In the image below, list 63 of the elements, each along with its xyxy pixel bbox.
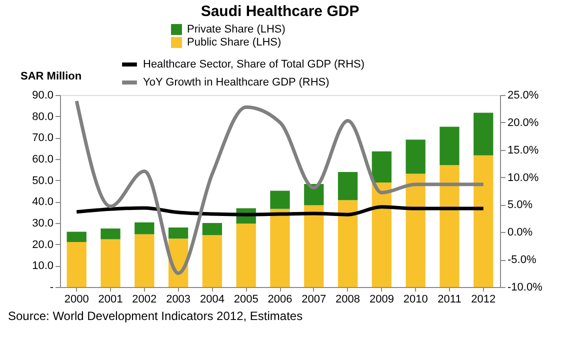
legend-label: Healthcare Sector, Share of Total GDP (RHS)	[143, 58, 365, 70]
line-series	[74, 99, 486, 276]
legend-label: Public Share (LHS)	[187, 36, 282, 48]
legend-label: Private Share (LHS)	[187, 24, 286, 36]
x-tick-label: 2006	[268, 294, 292, 306]
y-tick-label: 20.0	[32, 238, 54, 251]
y2-tick-label: -10.0%	[508, 282, 543, 294]
y2-tick-label: 0.0%	[508, 226, 533, 239]
x-tick-label: 2002	[132, 294, 157, 306]
y-axis-title: SAR Million	[20, 70, 82, 82]
x-tick-label: 2005	[234, 294, 258, 306]
y-tick-label: 40.0	[32, 196, 54, 208]
y-tick-label: 60.0	[32, 154, 54, 166]
bar	[406, 140, 426, 174]
bar	[202, 223, 222, 236]
bar	[270, 190, 290, 209]
y-tick-label: 80.0	[32, 110, 54, 123]
x-tick-label: 2011	[438, 294, 462, 306]
bar	[134, 222, 154, 234]
x-tick-label: 2012	[471, 294, 496, 306]
y-tick-label: -	[50, 282, 54, 294]
y2-tick-label: 25.0%	[508, 90, 539, 102]
legend-label: YoY Growth in Healthcare GDP (RHS)	[143, 76, 330, 88]
bar	[304, 205, 324, 287]
line-series	[74, 205, 486, 216]
bar	[202, 235, 222, 287]
bar	[134, 234, 154, 287]
x-tick-label: 2009	[369, 294, 394, 306]
y2-tick-label: -5.0%	[508, 254, 536, 266]
y2-tick-label: 15.0%	[508, 144, 539, 156]
x-tick-label: 2003	[166, 294, 191, 306]
bar	[100, 239, 120, 287]
x-tick-label: 2008	[336, 294, 360, 306]
x-tick-label: 2010	[403, 294, 428, 306]
y2-tick-label: 5.0%	[508, 199, 533, 212]
chart-title: Saudi Healthcare GDP	[200, 3, 360, 20]
bar	[406, 174, 426, 287]
x-tick-label: 2007	[302, 294, 326, 306]
x-tick-label: 2004	[200, 294, 224, 306]
y-tick-label: 90.0	[32, 90, 54, 102]
y-tick-label: 10.0	[32, 260, 54, 272]
bar	[270, 208, 290, 287]
y-tick-label: 30.0	[32, 218, 54, 230]
bar	[66, 232, 86, 242]
y-tick-label: 50.0	[32, 174, 54, 187]
bar	[372, 151, 392, 182]
x-tick-label: 2000	[64, 294, 89, 306]
bar	[338, 200, 358, 287]
bar	[440, 126, 460, 166]
bar	[474, 155, 494, 287]
bar	[440, 165, 460, 287]
source-note: Source: World Development Indicators 2012, Estimates	[8, 309, 303, 323]
y2-tick-label: 20.0%	[508, 116, 539, 129]
bar	[372, 182, 392, 287]
bar	[474, 112, 494, 156]
bar	[168, 227, 188, 239]
bar	[236, 224, 256, 287]
y2-tick-label: 10.0%	[508, 172, 539, 184]
bar	[100, 228, 120, 240]
bar	[66, 242, 86, 287]
x-tick-label: 2001	[98, 294, 123, 306]
y-tick-label: 70.0	[32, 132, 54, 144]
bar	[338, 172, 358, 200]
